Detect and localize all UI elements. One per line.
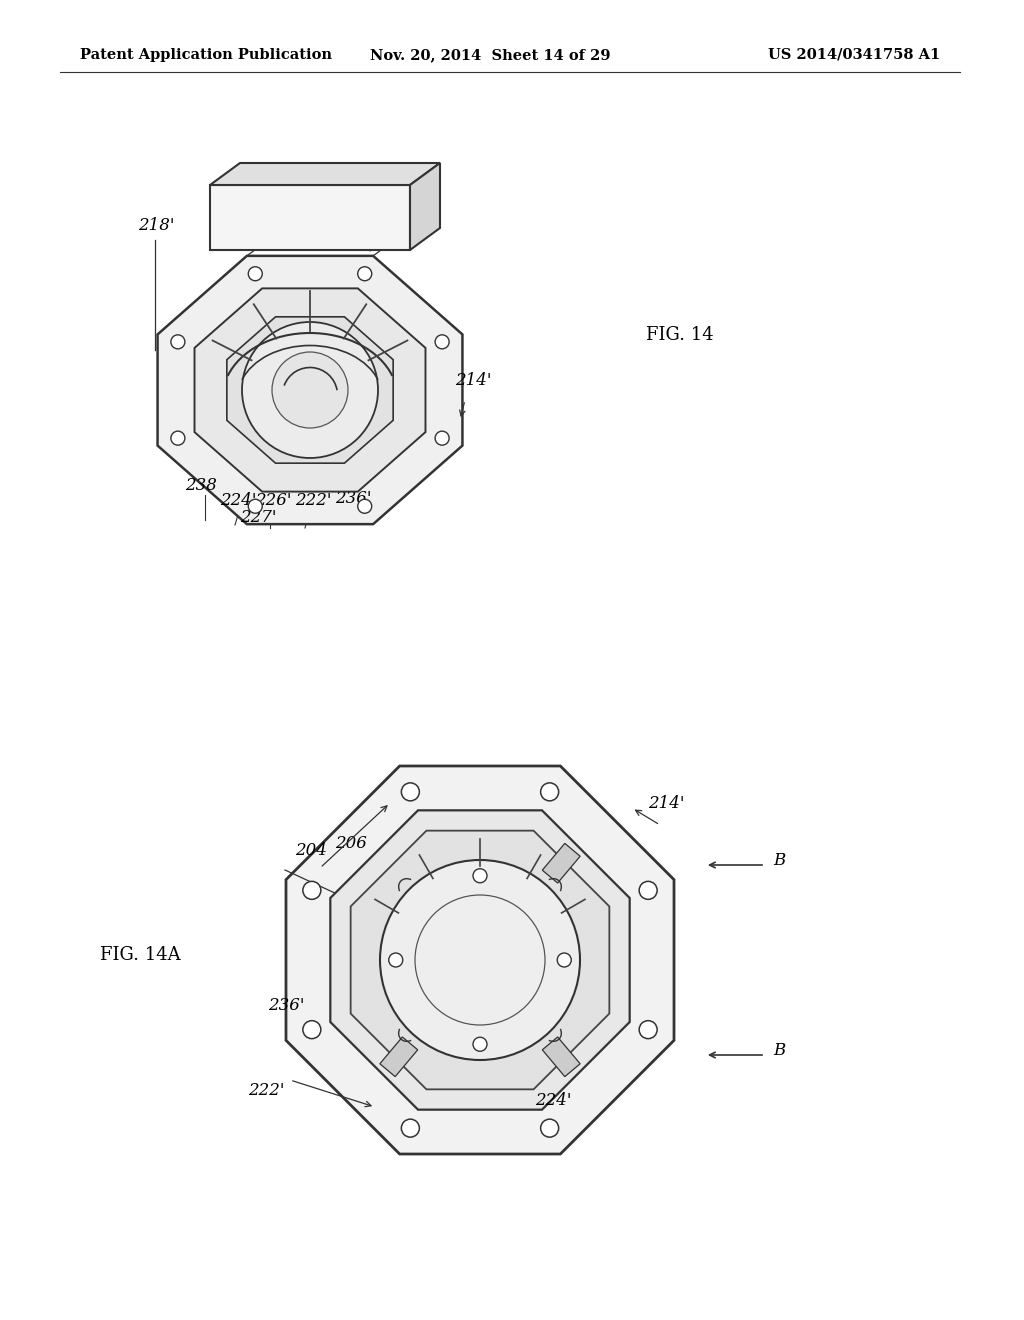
Circle shape xyxy=(639,1020,657,1039)
Circle shape xyxy=(357,499,372,513)
Circle shape xyxy=(248,267,262,281)
Polygon shape xyxy=(286,766,674,1154)
Circle shape xyxy=(303,1020,321,1039)
Polygon shape xyxy=(543,843,581,883)
Circle shape xyxy=(557,953,571,968)
Circle shape xyxy=(242,322,378,458)
Circle shape xyxy=(171,432,185,445)
Text: FIG. 14A: FIG. 14A xyxy=(99,946,180,964)
Text: 238: 238 xyxy=(465,945,497,962)
Text: 204: 204 xyxy=(355,182,387,199)
Text: US 2014/0341758 A1: US 2014/0341758 A1 xyxy=(768,48,940,62)
Circle shape xyxy=(248,499,262,513)
Text: 222': 222' xyxy=(248,1082,285,1100)
Circle shape xyxy=(389,953,402,968)
Circle shape xyxy=(639,882,657,899)
Text: FIG. 14: FIG. 14 xyxy=(646,326,714,345)
Text: 227': 227' xyxy=(508,942,545,960)
Circle shape xyxy=(380,861,580,1060)
Circle shape xyxy=(473,1038,487,1051)
Polygon shape xyxy=(350,830,609,1089)
Text: 214': 214' xyxy=(455,372,492,389)
Text: 206: 206 xyxy=(335,836,367,851)
Circle shape xyxy=(541,1119,559,1137)
Text: 206: 206 xyxy=(300,187,332,205)
Text: 236': 236' xyxy=(268,997,304,1014)
Text: 224': 224' xyxy=(220,492,256,510)
Circle shape xyxy=(272,352,348,428)
Text: Patent Application Publication: Patent Application Publication xyxy=(80,48,332,62)
Text: 240: 240 xyxy=(462,965,494,982)
Circle shape xyxy=(435,432,450,445)
Text: 238: 238 xyxy=(185,477,217,494)
Text: 226': 226' xyxy=(415,907,452,924)
Polygon shape xyxy=(210,185,410,249)
Text: 227': 227' xyxy=(240,510,276,525)
Text: B: B xyxy=(773,851,785,869)
Text: 204: 204 xyxy=(295,842,327,859)
Text: 224': 224' xyxy=(535,1092,571,1109)
Polygon shape xyxy=(210,162,440,185)
Circle shape xyxy=(401,1119,420,1137)
Circle shape xyxy=(541,783,559,801)
Circle shape xyxy=(435,335,450,348)
Polygon shape xyxy=(158,256,463,524)
Circle shape xyxy=(473,869,487,883)
Circle shape xyxy=(401,783,420,801)
Circle shape xyxy=(303,882,321,899)
Text: Nov. 20, 2014  Sheet 14 of 29: Nov. 20, 2014 Sheet 14 of 29 xyxy=(370,48,610,62)
Polygon shape xyxy=(380,1038,418,1077)
Polygon shape xyxy=(331,810,630,1110)
Text: 214': 214' xyxy=(648,795,684,812)
Text: 236': 236' xyxy=(335,490,372,507)
Text: 226': 226' xyxy=(255,492,292,510)
Circle shape xyxy=(357,267,372,281)
Text: B: B xyxy=(773,1041,785,1059)
Text: 222': 222' xyxy=(295,492,332,510)
Polygon shape xyxy=(410,162,440,249)
Text: 240: 240 xyxy=(455,876,486,894)
Polygon shape xyxy=(195,288,426,491)
Polygon shape xyxy=(543,1038,581,1077)
Text: 218': 218' xyxy=(138,216,174,234)
Polygon shape xyxy=(227,317,393,463)
Circle shape xyxy=(171,335,185,348)
